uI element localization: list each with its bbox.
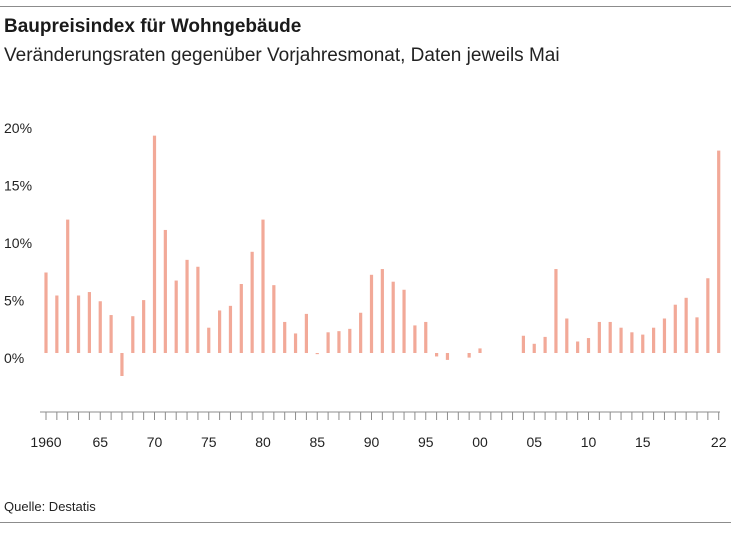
bar-1981 [272,285,276,353]
x-axis-labels: 1960 65 70 75 80 85 90 95 00 05 10 15 22 [30,434,726,450]
bar-1986 [326,332,330,353]
bar-1977 [228,305,233,353]
x-tick-label: 1960 [30,434,61,450]
bar-1984 [304,313,308,353]
bar-1987 [337,331,341,353]
bar-2010 [586,338,591,353]
bar-1996 [435,353,439,357]
bar-2016 [652,327,656,353]
bar-2011 [597,321,601,353]
source-note: Quelle: Destatis [4,499,96,514]
x-tick-label: 22 [711,434,727,450]
bar-2017 [662,318,667,353]
y-axis-labels: 0% 5% 10% 15% 20% [4,120,32,366]
chart-subtitle: Veränderungsraten gegenüber Vorjahresmon… [4,45,560,66]
bar-1988 [348,328,352,353]
bar-1964 [87,292,91,353]
bar-2020 [695,317,699,353]
bar-2022 [717,150,721,353]
bar-2015 [641,334,645,353]
bottom-rule [0,522,731,523]
bar-chart: 0% 5% 10% 15% 20% 1960 65 70 75 80 85 90 95 00 05 10 15… [4,120,727,450]
bar-1999 [467,353,471,358]
bar-1975 [207,327,211,353]
x-tick-label: 75 [201,434,217,450]
x-axis-ticks [45,412,720,420]
bar-1963 [76,295,81,353]
bar-2008 [565,318,569,353]
bar-2007 [554,269,558,353]
x-tick-label: 95 [418,434,434,450]
y-tick-label: 20% [4,120,32,136]
bar-1985 [315,353,319,355]
bar-1989 [359,312,363,353]
x-tick-label: 00 [472,434,488,450]
bar-1978 [239,284,243,353]
bar-1972 [174,280,178,353]
y-tick-label: 10% [4,235,32,251]
bar-2014 [630,332,634,353]
bar-1962 [66,219,70,353]
bar-2006 [543,336,547,353]
bar-2018 [673,304,677,353]
bar-1980 [261,219,265,353]
bar-1979 [250,251,254,353]
bar-1991 [380,269,384,353]
x-tick-label: 90 [364,434,380,450]
y-tick-label: 5% [4,293,24,309]
bar-1965 [98,301,102,353]
bar-2012 [608,321,612,353]
bar-2005 [532,343,536,353]
x-tick-label: 70 [147,434,163,450]
bar-1976 [218,310,222,353]
y-tick-label: 15% [4,178,32,194]
x-tick-label: 80 [255,434,271,450]
bar-1982 [283,321,287,353]
y-tick-label: 0% [4,350,24,366]
bar-1997 [445,353,450,360]
bar-1960 [44,272,48,353]
bar-2013 [619,327,623,353]
bar-2009 [576,341,580,353]
bar-2019 [684,297,688,353]
bars [44,135,721,376]
x-tick-label: 15 [635,434,651,450]
bar-1967 [120,353,124,376]
x-tick-label: 65 [92,434,108,450]
bar-1973 [185,259,189,353]
bar-1994 [413,325,417,353]
bar-1993 [402,289,406,353]
bar-1968 [131,316,135,353]
top-rule [0,6,731,7]
bar-1966 [109,315,113,353]
bar-1969 [142,300,146,353]
bar-1970 [152,135,157,353]
x-tick-label: 85 [309,434,325,450]
chart-title: Baupreisindex für Wohngebäude [4,16,302,37]
bar-1995 [424,321,428,353]
bar-2000 [478,348,482,353]
x-tick-label: 10 [581,434,597,450]
bar-1983 [293,333,298,353]
bar-1992 [391,281,395,353]
bar-1971 [163,229,167,353]
bar-1961 [55,295,59,353]
bar-2021 [706,278,710,353]
bar-1990 [369,274,374,353]
bar-1974 [196,266,200,353]
x-tick-label: 05 [526,434,542,450]
bar-2004 [521,335,525,353]
